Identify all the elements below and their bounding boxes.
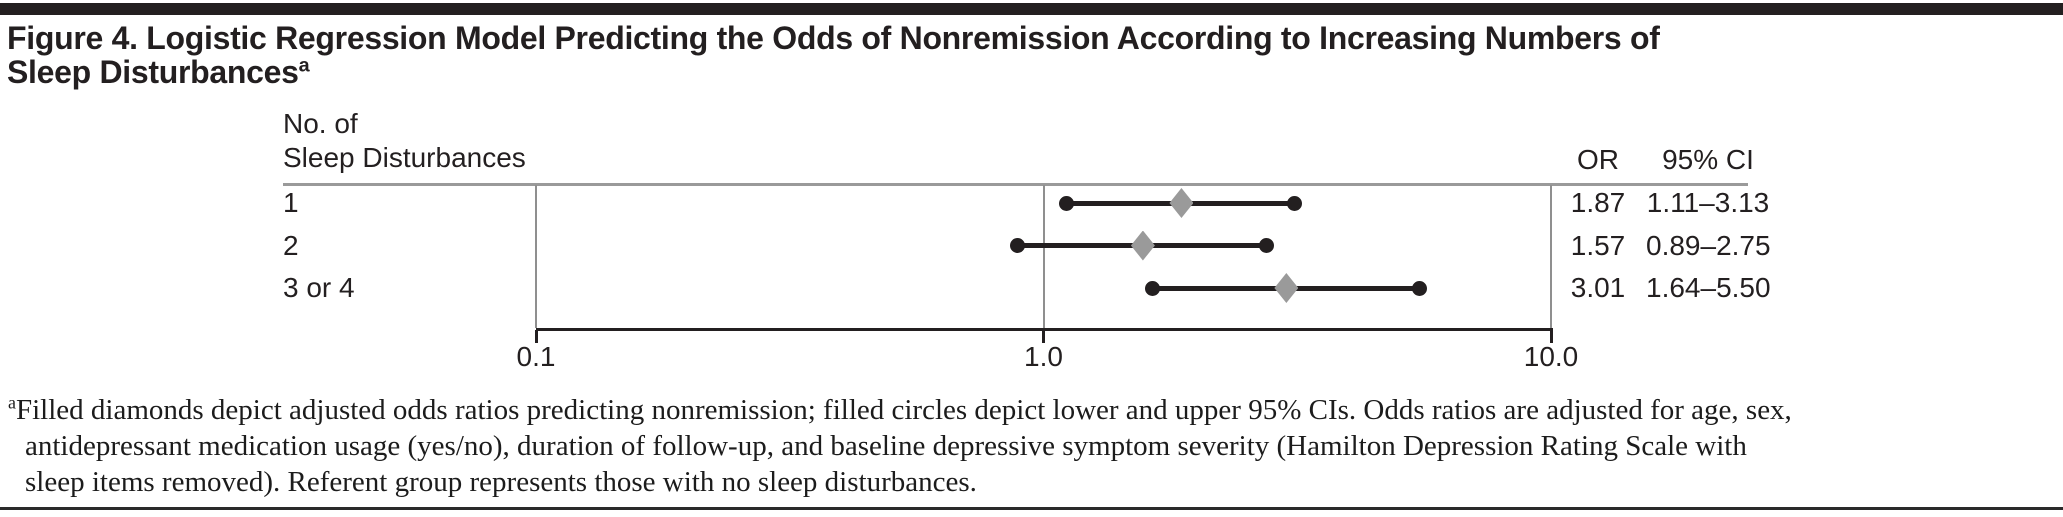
or-value: 3.01 <box>1570 272 1626 303</box>
axis-tick-label: 1.0 <box>1024 341 1063 372</box>
top-rule <box>0 3 2063 15</box>
ci-value: 0.89–2.75 <box>1646 229 1771 261</box>
row-header-line2: Sleep Disturbances <box>283 142 526 173</box>
axis-gridline <box>535 185 537 328</box>
ci-lower-circle <box>1010 238 1026 253</box>
axis-gridline <box>1550 185 1552 328</box>
header-rule <box>283 183 1748 186</box>
row-label: 2 <box>283 229 299 261</box>
axis-tick <box>1042 330 1045 343</box>
row-label: 3 or 4 <box>283 272 355 303</box>
ci-upper-circle <box>1287 195 1303 211</box>
or-column-header: OR <box>1577 144 1619 175</box>
row-label: 1 <box>283 187 299 218</box>
figure-title-line2: Sleep Disturbances <box>7 54 299 90</box>
row-header: No. of Sleep Disturbances <box>283 107 526 175</box>
axis-tick <box>534 330 538 343</box>
ci-upper-circle <box>1411 280 1427 296</box>
ci-lower-circle <box>1145 280 1161 296</box>
x-axis-line <box>536 328 1553 331</box>
ci-lower-circle <box>1059 195 1074 211</box>
ci-value: 1.64–5.50 <box>1646 272 1771 303</box>
ci-upper-circle <box>1258 238 1274 253</box>
ci-value: 1.11–3.13 <box>1646 187 1770 218</box>
footnote-marker: a <box>8 392 16 413</box>
footnote: aFilled diamonds depict adjusted odds ra… <box>5 392 2057 500</box>
or-diamond-marker <box>1274 273 1299 303</box>
ci-column-header: 95% CI <box>1662 144 1754 175</box>
figure-title: Figure 4. Logistic Regression Model Pred… <box>7 21 2047 89</box>
or-value: 1.87 <box>1570 187 1626 218</box>
bottom-rule <box>0 507 2063 510</box>
figure-title-superscript: a <box>298 54 310 77</box>
axis-tick-label: 10.0 <box>1523 341 1579 372</box>
or-value: 1.57 <box>1570 229 1626 261</box>
figure-title-line1: Figure 4. Logistic Regression Model Pred… <box>7 20 1660 56</box>
row-header-line1: No. of <box>283 108 358 139</box>
or-diamond-marker <box>1130 230 1155 261</box>
footnote-text: Filled diamonds depict adjusted odds rat… <box>15 394 1792 426</box>
axis-tick <box>1549 330 1553 343</box>
or-diamond-marker <box>1169 188 1194 218</box>
footnote-line: aFilled diamonds depict adjusted odds ra… <box>5 392 2057 428</box>
footnote-line: sleep items removed). Referent group rep… <box>25 466 977 498</box>
axis-gridline <box>1042 185 1045 328</box>
footnote-line: antidepressant medication usage (yes/no)… <box>25 430 1747 462</box>
axis-tick-label: 0.1 <box>516 341 556 372</box>
